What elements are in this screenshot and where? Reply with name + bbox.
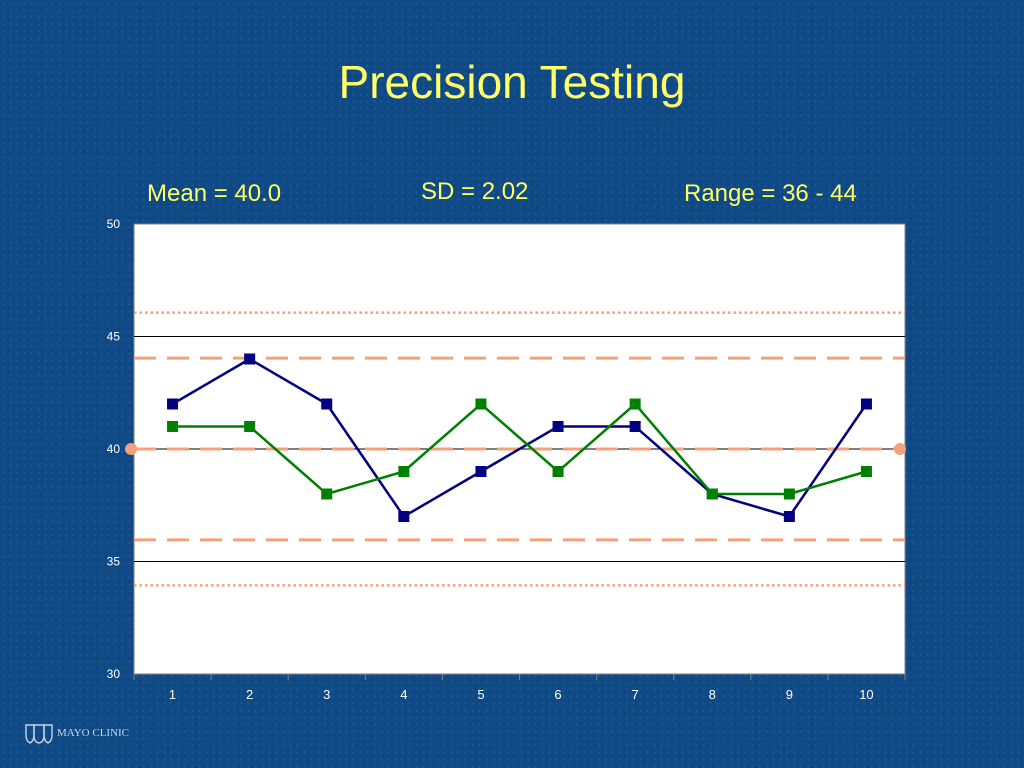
x-tick-label: 2 <box>246 687 253 702</box>
series-1-point <box>244 353 256 365</box>
reference-endpoint-right <box>894 443 906 455</box>
y-tick-label: 35 <box>107 555 121 569</box>
series-1-point <box>167 398 179 410</box>
series-2-point <box>167 421 179 432</box>
series-2-point <box>552 466 564 477</box>
x-tick-label: 10 <box>859 687 873 702</box>
x-tick-label: 5 <box>477 687 484 702</box>
series-2-point <box>860 466 872 477</box>
series-1-point <box>629 421 641 432</box>
x-tick-label: 9 <box>786 687 793 702</box>
x-tick-label: 4 <box>400 687 407 702</box>
series-2-point <box>783 488 795 500</box>
x-tick-label: 6 <box>554 687 561 702</box>
logo-text: MAYO CLINIC <box>57 727 130 739</box>
x-tick-label: 7 <box>632 687 639 702</box>
reference-lines <box>125 311 906 587</box>
y-tick-label: 45 <box>107 330 121 344</box>
series-1-point <box>860 398 872 410</box>
series-2-point <box>244 421 256 432</box>
series-2-point <box>321 488 333 500</box>
mean-label: Mean = 40.0 <box>147 180 282 207</box>
shield-icon <box>25 724 53 744</box>
series-1-point <box>321 398 333 410</box>
series-2-point <box>706 488 718 500</box>
series-2-point <box>398 466 410 477</box>
reference-endpoint-left <box>125 443 137 455</box>
y-tick-label: 40 <box>107 442 121 456</box>
series-1-point <box>783 511 795 522</box>
series-2-line <box>172 402 867 496</box>
x-tick-label: 3 <box>323 687 330 702</box>
series-1-line <box>171 357 868 519</box>
range-label: Range = 36 - 44 <box>684 180 857 207</box>
series-1-point <box>552 421 564 432</box>
series-1-point <box>475 466 487 477</box>
series-1-point <box>398 511 410 522</box>
series-layer <box>167 353 872 522</box>
y-tick-label: 50 <box>107 217 121 231</box>
x-tick-label: 1 <box>169 687 176 702</box>
sd-label: SD = 2.02 <box>421 178 529 205</box>
series-2-point <box>475 398 487 410</box>
slide-title: Precision Testing <box>338 56 686 108</box>
mayo-clinic-logo: MAYO CLINIC <box>24 722 129 744</box>
x-tick-label: 8 <box>709 687 716 702</box>
series-2-point <box>629 398 641 410</box>
y-tick-label: 30 <box>107 667 121 681</box>
